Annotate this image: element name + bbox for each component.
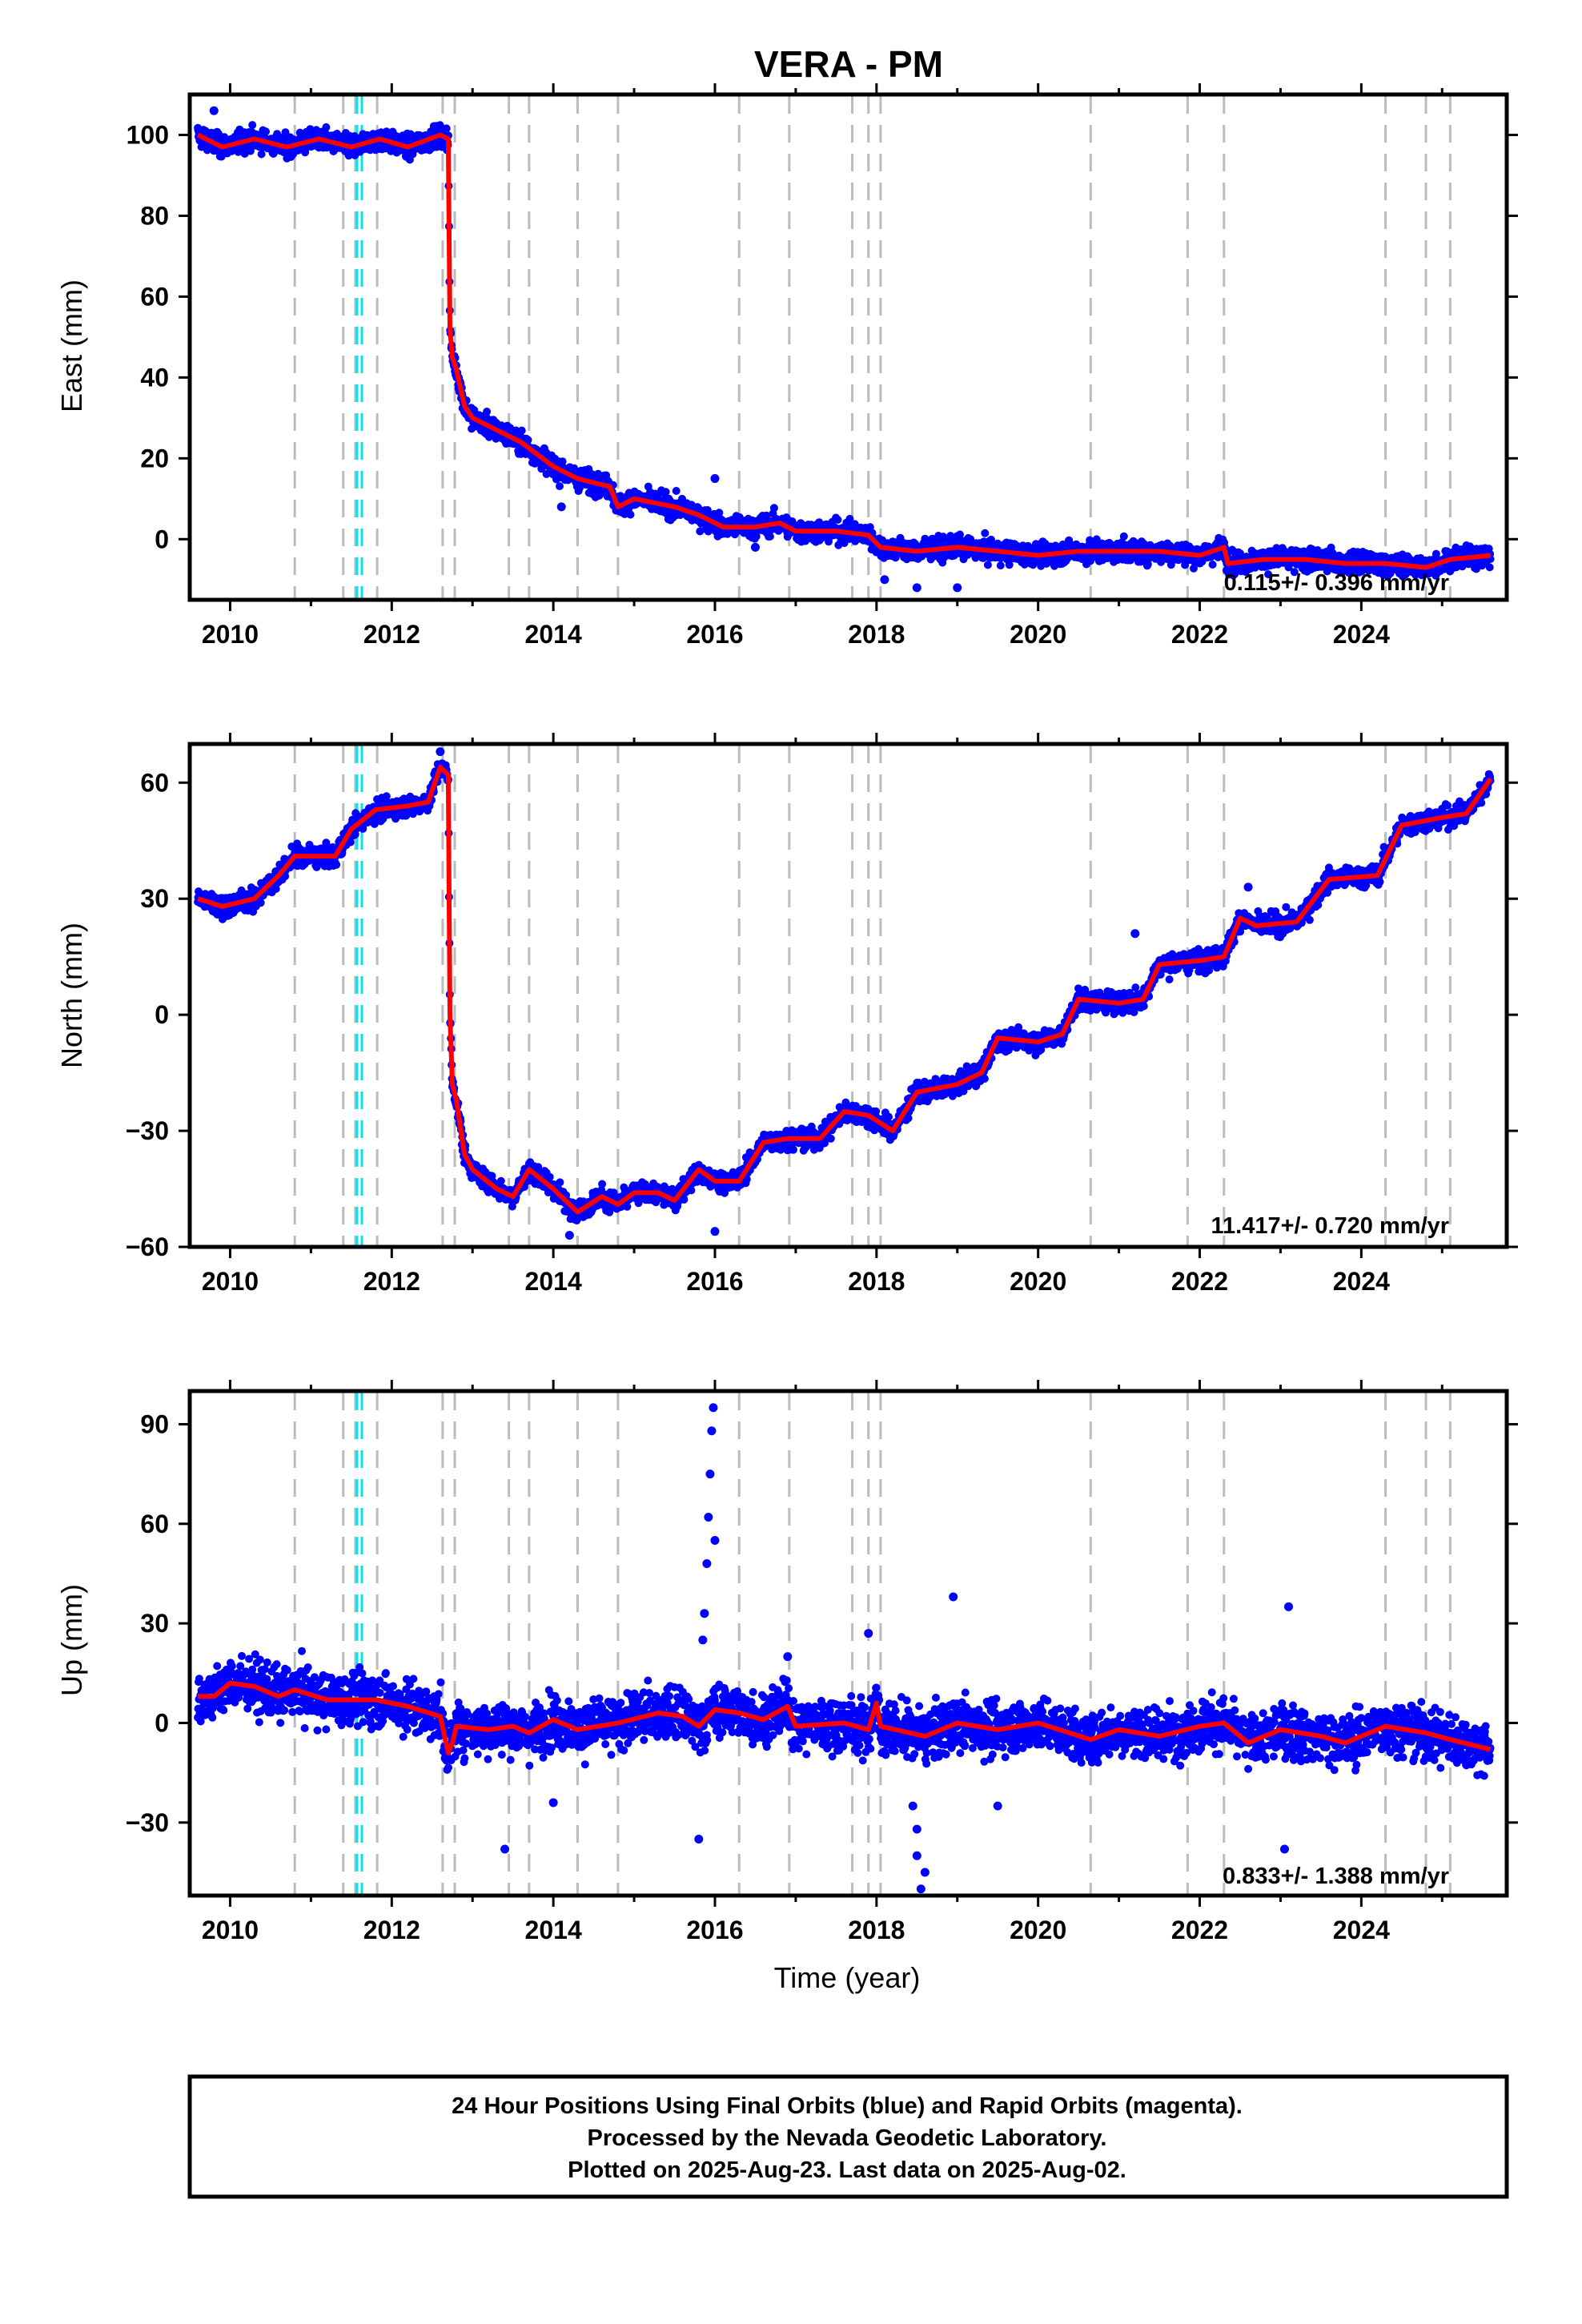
east-position-point-1434 — [715, 509, 724, 517]
east-y-tick-label-40: 40 — [140, 363, 169, 392]
north-panel: 2010 2012 2014 2016 2018 2020 2022 2024−60−3003… — [55, 733, 1518, 1296]
east-position-point-2396 — [1065, 536, 1074, 545]
east-position-point-2791 — [1208, 561, 1217, 569]
east-position-point-353 — [322, 123, 331, 131]
chart-title: VERA - PM — [754, 43, 943, 85]
east-position-point-2472 — [1092, 535, 1101, 544]
east-position-point-1536 — [752, 532, 761, 541]
east-y-tick-label-0: 0 — [155, 525, 169, 553]
north-position-point-544 — [391, 814, 400, 823]
east-x-tick-label-2022: 2022 — [1171, 620, 1228, 649]
north-position-point-968 — [545, 1172, 554, 1181]
north-position-point-420 — [346, 838, 355, 846]
east-y-tick-label-60: 60 — [140, 282, 169, 311]
east-x-tick-label-2024: 2024 — [1333, 620, 1390, 649]
east-outlier-point-6 — [953, 583, 962, 593]
east-position-point-150 — [248, 121, 257, 130]
east-outlier-point-1 — [556, 502, 566, 512]
east-position-point-2547 — [1119, 532, 1128, 541]
east-y-tick-label-80: 80 — [140, 201, 169, 230]
east-position-point-175 — [257, 150, 266, 159]
north-position-point-381 — [332, 860, 341, 869]
east-outlier-point-2 — [710, 474, 720, 484]
east-model-line — [196, 132, 1492, 570]
east-y-tick-label-20: 20 — [140, 444, 169, 472]
east-position-point-1035 — [570, 464, 579, 472]
east-y-tick-label-100: 100 — [126, 120, 169, 149]
east-position-point-995 — [556, 482, 564, 491]
east-position-point-2208 — [996, 561, 1005, 570]
east-axes: 2010 2012 2014 2016 2018 2020 2022 2024 0 20 40 60 8… — [126, 83, 1518, 649]
east-position-point-1316 — [672, 487, 681, 495]
east-position-point-2232 — [1005, 561, 1014, 569]
north-position-point-519 — [382, 792, 391, 801]
east-x-tick-label-2020: 2020 — [1010, 620, 1066, 649]
east-model-fit — [196, 132, 1492, 570]
east-frame — [187, 92, 1509, 602]
east-position-point-1287 — [661, 488, 670, 497]
east-position-point-1190 — [626, 510, 635, 519]
east-rate-label: 0.115+/- 0.396 mm/yr — [1224, 570, 1449, 596]
east-outlier-point-3 — [750, 542, 760, 552]
north-position-point-173 — [256, 899, 265, 907]
east-position-point-1760 — [833, 516, 842, 524]
east-outlier-point-5 — [912, 583, 921, 593]
east-x-tick-label-2014: 2014 — [525, 620, 582, 649]
east-x-tick-label-2010: 2010 — [202, 620, 259, 649]
east-position-point-1574 — [765, 532, 774, 541]
north-position-point-1181 — [623, 1202, 632, 1211]
east-x-tick-label-2018: 2018 — [848, 620, 905, 649]
east-panel: 2010 2012 2014 2016 2018 2020 2022 2024 0 20 40 60 8… — [55, 83, 1518, 649]
east-position-point-1585 — [769, 504, 778, 513]
east-position-point-2944 — [1264, 570, 1273, 579]
east-position-point-3553 — [1485, 563, 1494, 572]
east-position-point-2000 — [921, 534, 930, 543]
north-position-point-834 — [496, 1176, 505, 1185]
north-position-point-996 — [556, 1178, 564, 1187]
east-position-point-3016 — [1290, 568, 1299, 577]
east-x-tick-label-2016: 2016 — [686, 620, 743, 649]
north-position-point-486 — [370, 820, 379, 828]
east-position-point-1793 — [845, 514, 854, 523]
east-ylabel: East (mm) — [55, 279, 88, 412]
east-position-point-241 — [281, 128, 290, 137]
north-position-point-1112 — [598, 1180, 607, 1188]
east-outlier-point-4 — [880, 575, 889, 585]
east-position-point-795 — [483, 408, 492, 416]
north-position-point-433 — [351, 830, 359, 838]
east-position-point-3280 — [1386, 569, 1395, 577]
east-position-point-2613 — [1143, 560, 1152, 569]
east-x-tick-label-2012: 2012 — [363, 620, 420, 649]
east-position-point-891 — [517, 426, 526, 435]
east-position-point-684 — [442, 124, 451, 133]
east-position-point-187 — [262, 127, 270, 136]
east-outlier-point-0 — [209, 106, 219, 115]
east-position-point-908 — [524, 436, 532, 444]
east-position-point-3406 — [1431, 549, 1440, 558]
east-position-point-1381 — [696, 527, 705, 536]
east-position-point-2165 — [981, 529, 990, 537]
east-position-point-2173 — [983, 561, 992, 569]
